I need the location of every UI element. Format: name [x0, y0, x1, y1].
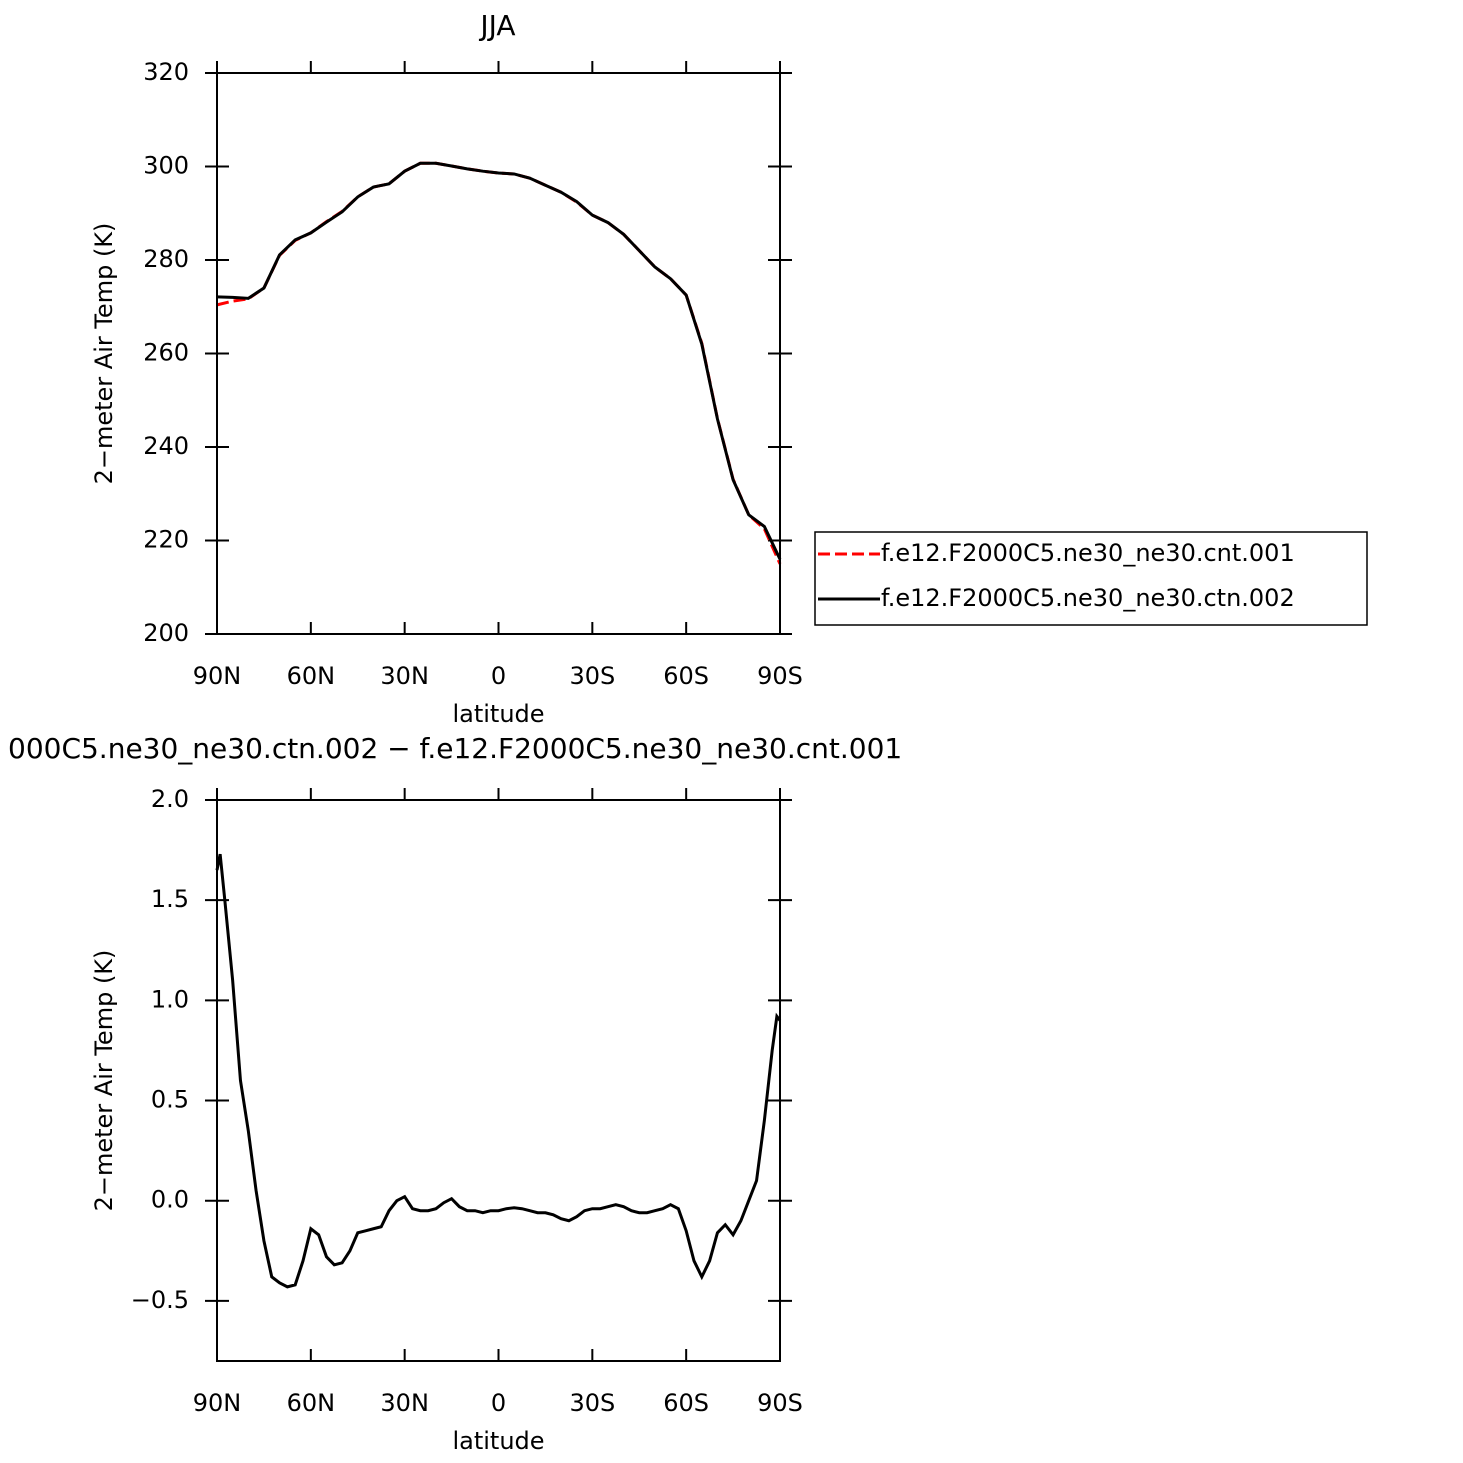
y-tick-label: 220 — [143, 526, 189, 554]
data-line — [216, 161, 782, 565]
data-line — [216, 161, 782, 560]
legend-label: f.e12.F2000C5.ne30_ne30.ctn.002 — [881, 584, 1295, 612]
x-tick-label: 90S — [757, 662, 803, 690]
y-tick-label: 0.5 — [151, 1086, 189, 1114]
x-tick-label: 30S — [569, 1389, 615, 1417]
x-tick-label: 90S — [757, 1389, 803, 1417]
legend-label: f.e12.F2000C5.ne30_ne30.cnt.001 — [881, 539, 1295, 567]
y-axis-label: 2−meter Air Temp (K) — [90, 223, 118, 485]
y-tick-label: 300 — [143, 152, 189, 180]
x-tick-label: 30S — [569, 662, 615, 690]
x-tick-label: 30N — [380, 1389, 429, 1417]
x-axis-label: latitude — [452, 700, 544, 728]
y-tick-label: 2.0 — [151, 785, 189, 813]
x-tick-label: 0 — [491, 662, 506, 690]
y-axis-label: 2−meter Air Temp (K) — [90, 950, 118, 1212]
y-tick-label: 1.0 — [151, 985, 189, 1013]
plot-frame — [216, 799, 781, 1362]
legend-box — [814, 531, 1368, 626]
data-line — [215, 853, 782, 1289]
plot-frame — [216, 72, 781, 635]
x-tick-label: 30N — [380, 662, 429, 690]
x-axis-label: latitude — [452, 1427, 544, 1455]
y-tick-label: 1.5 — [151, 885, 189, 913]
y-tick-label: 320 — [143, 58, 189, 86]
chart-title: JJA — [478, 9, 515, 42]
x-tick-label: 60S — [663, 1389, 709, 1417]
x-tick-label: 90N — [193, 1389, 242, 1417]
y-tick-label: 0.0 — [151, 1186, 189, 1214]
y-tick-label: 260 — [143, 339, 189, 367]
x-tick-label: 90N — [193, 662, 242, 690]
x-tick-label: 60S — [663, 662, 709, 690]
y-tick-label: 240 — [143, 432, 189, 460]
y-tick-label: 280 — [143, 245, 189, 273]
x-tick-label: 0 — [491, 1389, 506, 1417]
y-tick-label: 200 — [143, 619, 189, 647]
y-tick-label: −0.5 — [131, 1286, 189, 1314]
chart-title: 000C5.ne30_ne30.ctn.002 − f.e12.F2000C5.… — [8, 732, 902, 765]
x-tick-label: 60N — [287, 1389, 336, 1417]
x-tick-label: 60N — [287, 662, 336, 690]
